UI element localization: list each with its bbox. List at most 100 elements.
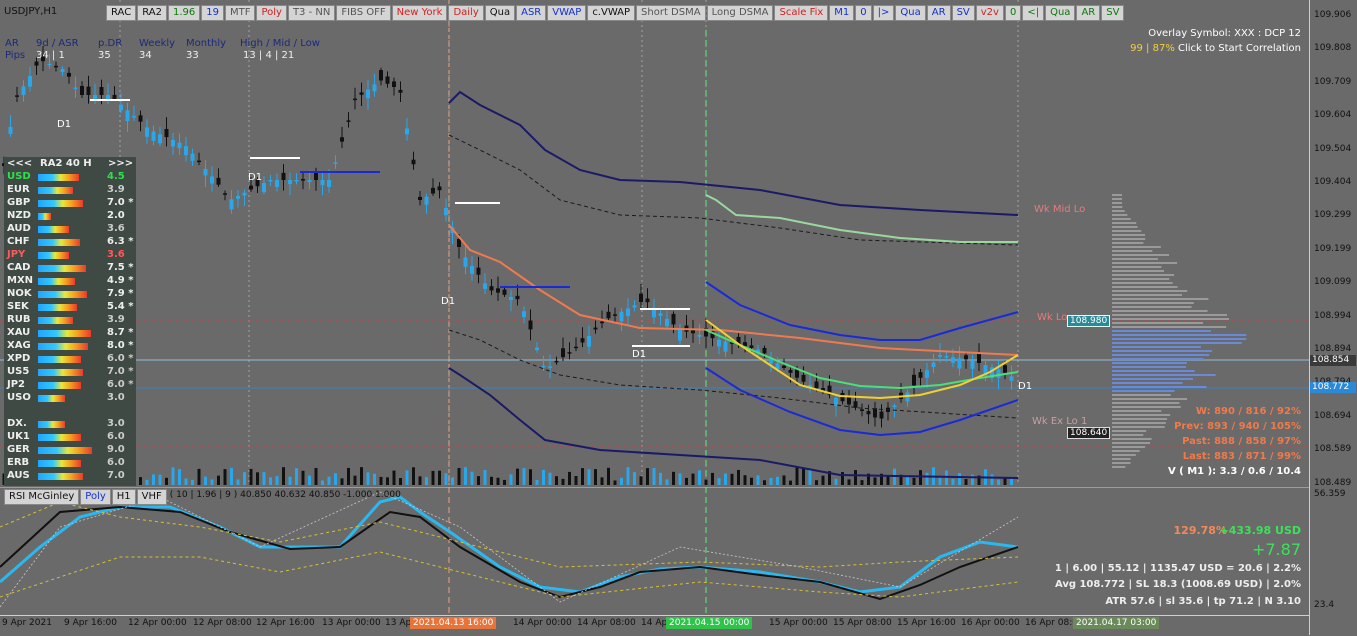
candle-body: [795, 369, 799, 378]
candle-body: [372, 84, 377, 92]
stat-v: V ( M1 ): 3.3 / 0.6 / 10.4: [1167, 466, 1301, 477]
ra2-value: 3.6: [107, 223, 125, 234]
candle-body: [320, 180, 325, 186]
volume-bar: [600, 477, 604, 485]
volume-bar: [509, 474, 513, 485]
price-chart[interactable]: D1 D1 D1 D1 D1: [0, 0, 1309, 485]
volume-bar: [750, 477, 753, 485]
toolbar-button-long-dsma-15[interactable]: Long DSMA: [706, 5, 774, 21]
ra2-row: [4, 405, 136, 418]
rsi-mcginley-button[interactable]: RSI McGinley: [4, 489, 80, 505]
toolbar-button-qua-20[interactable]: Qua: [895, 5, 926, 21]
candle-body: [931, 362, 936, 368]
candle-body: [704, 327, 708, 337]
pips-ar: AR: [5, 38, 19, 49]
price-axis[interactable]: 109.906 109.808 109.709 109.604 109.504 109.4…: [1309, 0, 1357, 635]
toolbar-button-19-3[interactable]: 19: [201, 5, 224, 21]
volume-bar: [633, 472, 636, 485]
candle-body: [333, 162, 338, 164]
candle-body: [587, 336, 591, 347]
time-tick: 12 Apr 16:00: [256, 618, 315, 628]
toolbar-button-ar-21[interactable]: AR: [926, 5, 951, 21]
toolbar-button-poly-5[interactable]: Poly: [256, 5, 287, 21]
volume-bar: [795, 467, 799, 485]
toolbar-button---19[interactable]: |>: [872, 5, 895, 21]
trade-line-2: Avg 108.772 | SL 18.3 (1008.69 USD) | 2.…: [1054, 579, 1301, 590]
wk-ex-lo-label: Wk Ex Lo 1: [1032, 416, 1088, 427]
vhf-button[interactable]: VHF: [136, 489, 167, 505]
rsi-signal: [0, 505, 1019, 601]
h1-button[interactable]: H1: [111, 489, 136, 505]
time-tick: 12 Apr 08:00: [193, 618, 252, 628]
candle-body: [437, 186, 442, 191]
ra2-value: 3.9: [107, 184, 125, 195]
candle-body: [496, 288, 500, 293]
ra2-strength-bar: [38, 434, 82, 441]
toolbar-button-ar-27[interactable]: AR: [1076, 5, 1101, 21]
volume-bar: [964, 479, 968, 485]
volume-bar: [899, 474, 903, 485]
toolbar-button-ra2-1[interactable]: RA2: [137, 5, 167, 21]
toolbar-button-scale-fix-16[interactable]: Scale Fix: [774, 5, 829, 21]
time-axis[interactable]: 9 Apr 2021 9 Apr 16:00 12 Apr 00:00 12 Apr …: [0, 615, 1309, 636]
toolbar-button-asr-11[interactable]: ASR: [516, 5, 547, 21]
ra2-next-button[interactable]: >>>: [108, 158, 134, 169]
toolbar-button-daily-9[interactable]: Daily: [448, 5, 484, 21]
toolbar-button-new-york-8[interactable]: New York: [391, 5, 448, 21]
toolbar-button-v2v-23[interactable]: v2v: [975, 5, 1004, 21]
candle-body: [353, 98, 357, 101]
ra2-strength-bar: [38, 213, 52, 220]
toolbar-button-vwap-12[interactable]: VWAP: [547, 5, 587, 21]
volume-bar: [782, 475, 786, 485]
candle-body: [990, 367, 994, 379]
candle-body: [717, 339, 721, 347]
profit-pips: +7.87: [1251, 540, 1301, 559]
candle-body: [210, 176, 214, 184]
toolbar-button-m1-17[interactable]: M1: [829, 5, 855, 21]
d1-label: D1: [441, 296, 455, 307]
volume-bar: [821, 475, 825, 485]
ra2-strength-bar: [38, 343, 89, 350]
time-tick: 14 Apr 00:00: [513, 618, 572, 628]
vwap-inner-band: [448, 134, 1019, 246]
ra2-row: EUR 3.9: [4, 184, 136, 197]
ra2-row: USO 3.0: [4, 392, 136, 405]
correlation-start[interactable]: 99 | 87% Click to Start Correlation: [1130, 43, 1301, 54]
toolbar-button-qua-26[interactable]: Qua: [1045, 5, 1076, 21]
ra2-strength-bar: [38, 382, 82, 389]
time-tick: 15 Apr 08:00: [833, 618, 892, 628]
toolbar-button-0-18[interactable]: 0: [855, 5, 872, 21]
toolbar-button-rac-0[interactable]: RAC: [106, 5, 137, 21]
volume-bar: [145, 479, 149, 485]
toolbar-button-t3-nn-6[interactable]: T3 - NN: [287, 5, 336, 21]
toolbar-button-1-96-2[interactable]: 1.96: [167, 5, 201, 21]
volume-bar: [529, 469, 532, 485]
toolbar-button-c-vwap-13[interactable]: c.VWAP: [587, 5, 636, 21]
toolbar-button-0-24[interactable]: 0: [1004, 5, 1022, 21]
ra2-prev-button[interactable]: <<<: [7, 158, 33, 169]
toolbar-button---25[interactable]: <|: [1022, 5, 1045, 21]
candle-body: [28, 76, 32, 87]
ra2-currency: US5: [7, 366, 30, 377]
candle-body: [301, 179, 305, 181]
candle-body: [964, 355, 968, 360]
volume-bar: [854, 470, 857, 485]
candle-body: [613, 314, 617, 316]
volume-bar: [886, 475, 890, 485]
toolbar-button-sv-22[interactable]: SV: [951, 5, 975, 21]
volume-bar: [178, 469, 181, 485]
poly-button[interactable]: Poly: [80, 489, 111, 505]
toolbar-button-fibs-off-7[interactable]: FIBS OFF: [336, 5, 391, 21]
indicator-toolbar: RAC RA2 1.96 19 MTF Poly T3 - NN FIBS OFF New Yo…: [106, 5, 1125, 21]
toolbar-button-mtf-4[interactable]: MTF: [224, 5, 256, 21]
rsi-subwindow[interactable]: [0, 487, 1309, 615]
toolbar-button-short-dsma-14[interactable]: Short DSMA: [636, 5, 706, 21]
candle-body: [138, 115, 143, 122]
candle-body: [743, 342, 747, 347]
rsi-envelope: [0, 491, 1019, 608]
volume-bar: [282, 467, 285, 485]
toolbar-button-qua-10[interactable]: Qua: [484, 5, 516, 21]
correlation-link[interactable]: Click to Start Correlation: [1178, 43, 1301, 54]
candle-body: [678, 330, 682, 341]
toolbar-button-sv-28[interactable]: SV: [1101, 5, 1125, 21]
